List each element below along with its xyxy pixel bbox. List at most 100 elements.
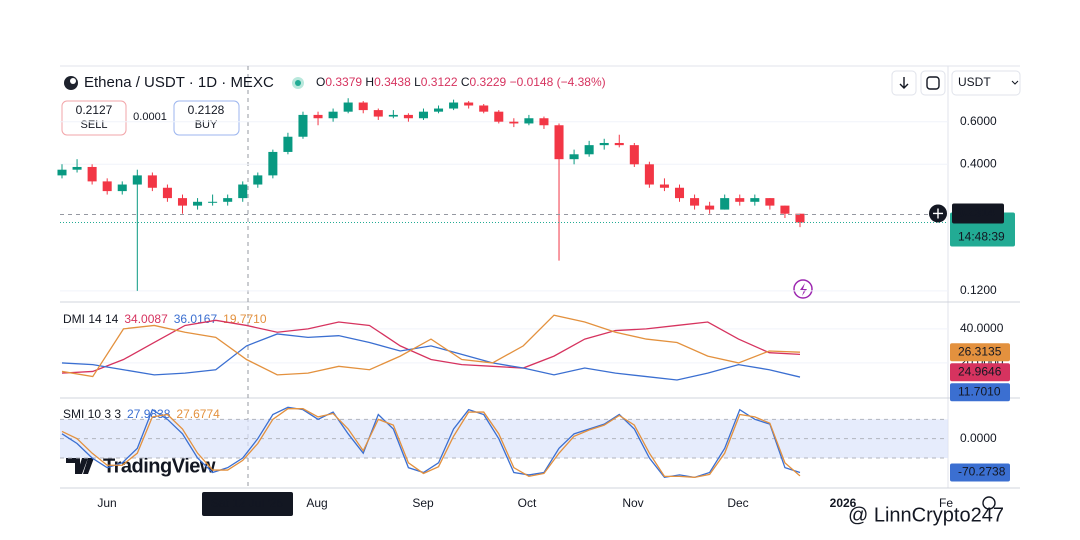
buy-button[interactable]: [173, 100, 240, 136]
x-tick-label: Dec: [727, 496, 748, 510]
candle-body: [765, 198, 775, 206]
candle-body: [584, 145, 594, 155]
fullscreen-icon: [926, 76, 940, 90]
indicator-value: 36.0167: [174, 312, 218, 326]
indicator-value: 27.9838: [127, 407, 171, 421]
buy-price: 0.2128: [188, 103, 225, 117]
candle-body: [644, 164, 654, 185]
crosshair-date-badge: [202, 492, 293, 516]
last-value: 11.7010: [958, 384, 1001, 398]
x-tick-label: Fe: [939, 496, 953, 510]
tv-logo: TradingView: [103, 455, 216, 477]
candle-body: [147, 175, 157, 188]
y-tick-label: 0.0000: [960, 431, 997, 445]
y-tick-label: 0.6000: [960, 114, 997, 128]
crosshair-price: 0.2314: [958, 206, 995, 220]
indicator-title: DMI 14 14 34.0087 36.0167 19.7710: [63, 312, 267, 326]
tv-logo-icon: [66, 458, 94, 474]
indicator-title: SMI 10 3 3 27.9838 27.6774: [63, 407, 220, 421]
last-value: 24.9646: [958, 364, 1002, 378]
candle-body: [690, 198, 700, 206]
spread: 0.0001: [133, 111, 167, 123]
ohlc-change: −0.0148 (−4.38%): [510, 75, 606, 89]
candle-body: [569, 154, 579, 160]
indicator-name: DMI 14 14: [63, 312, 119, 326]
indicator-line: [61, 333, 801, 381]
crosshair-plus-icon: [933, 208, 943, 219]
candle-body: [418, 111, 428, 119]
candle-body: [298, 114, 308, 137]
x-tick-label: Sep: [412, 496, 434, 510]
candle-body: [674, 187, 685, 199]
currency-select[interactable]: [951, 70, 1021, 96]
last-value-badge: [950, 463, 1010, 482]
settings-icon[interactable]: [982, 496, 996, 510]
fullscreen-button[interactable]: [920, 70, 946, 96]
crosshair-date: Sat 12 Jul '25: [211, 496, 284, 510]
candle-body: [750, 198, 760, 202]
last-value: 26.3135: [958, 344, 1002, 358]
candle-body: [57, 169, 67, 176]
sell-price: 0.2127: [76, 103, 113, 117]
candle-body: [193, 201, 203, 206]
last-value-badge: [950, 363, 1010, 382]
candle-body: [223, 198, 233, 202]
alert-icon-bolt: [800, 283, 807, 296]
candle-body: [102, 181, 112, 192]
x-tick-label: 2026: [830, 496, 857, 510]
ohlc-value: 0.3379: [325, 75, 362, 89]
candle-body: [132, 175, 142, 185]
candle-body: [434, 108, 444, 112]
candle-body: [162, 187, 172, 199]
candle-body: [629, 145, 639, 165]
crosshair-badge: [952, 203, 1004, 224]
candle-body: [720, 198, 730, 210]
candle-body: [509, 121, 519, 124]
y-tick-label: 0.1200: [960, 283, 997, 297]
candle-body: [614, 142, 624, 146]
candle-body: [449, 102, 459, 109]
sell-label: SELL: [81, 119, 108, 131]
candle-body: [328, 111, 338, 119]
ohlc-value: 0.3229: [470, 75, 507, 89]
candle-body: [780, 205, 790, 214]
candle-body: [659, 184, 669, 188]
candle-body: [373, 110, 383, 117]
x-tick-label: Nov: [622, 496, 643, 510]
candle-body: [208, 201, 218, 203]
candle-body: [72, 166, 82, 170]
countdown: 14:48:39: [958, 230, 1005, 244]
candle-body: [87, 166, 97, 182]
candle-body: [554, 125, 564, 160]
y-tick-label: 0.4000: [960, 156, 997, 170]
market-status: [295, 80, 301, 86]
candle-body: [539, 118, 549, 126]
candle-body: [599, 142, 609, 146]
candle-body: [177, 198, 188, 206]
x-tick-label: Aug: [306, 496, 327, 510]
sell-button[interactable]: [61, 100, 127, 136]
symbol-logo: [70, 78, 76, 84]
x-tick-label: Oct: [518, 496, 537, 510]
candle-body: [117, 184, 127, 192]
ohlc-value: 0.3438: [374, 75, 411, 89]
candle-body: [494, 111, 504, 122]
candle-body: [358, 102, 368, 111]
ohlc-value: 0.3122: [421, 75, 458, 89]
indicator-line: [61, 314, 801, 378]
buy-label: BUY: [195, 119, 218, 131]
candle-body: [388, 114, 398, 117]
indicator-line: [61, 319, 801, 374]
download-icon: [899, 77, 909, 89]
ohlc-label: H: [365, 75, 374, 89]
candle-body: [479, 105, 489, 112]
ohlc: O0.3379 H0.3438 L0.3122 C0.3229 −0.0148 …: [316, 75, 606, 89]
x-tick-label: Jun: [97, 496, 116, 510]
dropdown-icon: [1011, 80, 1019, 85]
last-value-badge: [950, 343, 1010, 362]
last-value-badge: [950, 383, 1010, 402]
watermark: @ LinnCrypto247: [848, 504, 1004, 526]
last-value: -70.2738: [958, 465, 1006, 479]
candle-body: [253, 175, 263, 185]
